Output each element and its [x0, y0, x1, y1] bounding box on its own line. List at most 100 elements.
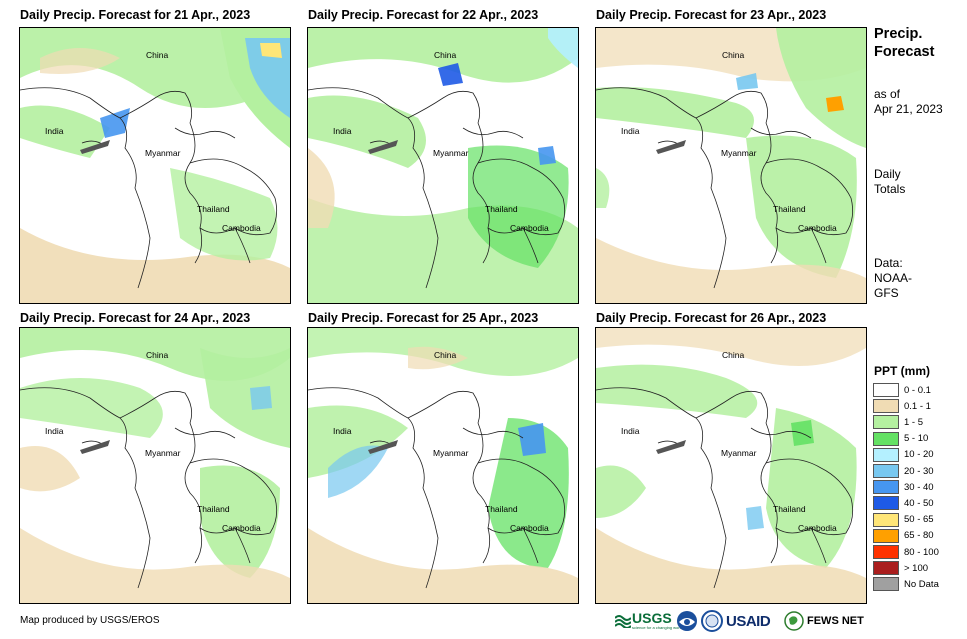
- panel-title: Daily Precip. Forecast for 21 Apr., 2023: [20, 8, 251, 22]
- precip-area: [791, 420, 814, 446]
- country-border: [750, 127, 812, 139]
- country-label-india: India: [333, 126, 352, 136]
- precip-area: [250, 386, 272, 410]
- legend-swatch: [873, 545, 899, 559]
- country-border: [407, 417, 439, 589]
- precip-area: [596, 168, 610, 208]
- country-border: [472, 122, 491, 264]
- country-label-thailand: Thailand: [197, 204, 230, 214]
- legend-item: 80 - 100: [873, 544, 939, 560]
- precip-area: [766, 408, 857, 568]
- country-label-myanmar: Myanmar: [721, 448, 757, 458]
- country-label-china: China: [434, 50, 457, 60]
- precip-area: [20, 446, 80, 492]
- country-border: [477, 458, 566, 536]
- country-label-india: India: [45, 126, 64, 136]
- country-border: [596, 87, 769, 124]
- country-label-india: India: [45, 426, 64, 436]
- country-label-india: India: [333, 426, 352, 436]
- precip-area: [596, 87, 754, 138]
- precip-map: [308, 28, 578, 303]
- legend-label: > 100: [904, 562, 929, 574]
- precip-area: [200, 348, 290, 448]
- legend-swatch: [873, 383, 899, 397]
- country-label-china: China: [722, 50, 745, 60]
- forecast-map-panel: China India Myanmar Thailand Cambodia: [595, 327, 867, 604]
- precip-area: [308, 28, 578, 83]
- precip-area: [596, 528, 866, 603]
- forecast-map-panel: China India Myanmar Thailand Cambodia: [307, 27, 579, 304]
- legend-item: 50 - 65: [873, 512, 934, 528]
- country-border: [462, 127, 524, 139]
- data-label: Data:: [874, 256, 903, 270]
- legend-swatch: [873, 447, 899, 462]
- country-label-cambodia: Cambodia: [222, 223, 261, 233]
- precip-area: [596, 364, 758, 418]
- country-label-cambodia: Cambodia: [510, 223, 549, 233]
- precip-area: [488, 418, 569, 568]
- legend-swatch: [873, 399, 899, 414]
- precip-area: [20, 105, 110, 158]
- precip-area: [260, 43, 282, 58]
- usgs-text: USGS: [632, 610, 672, 626]
- precip-area: [468, 145, 569, 268]
- data-noaa: NOAA-: [874, 271, 913, 285]
- country-label-cambodia: Cambodia: [798, 523, 837, 533]
- precip-area: [538, 146, 556, 165]
- precip-area: [736, 73, 758, 90]
- precip-area: [200, 465, 280, 578]
- country-border: [695, 417, 727, 589]
- country-label-thailand: Thailand: [773, 204, 806, 214]
- country-border: [462, 427, 524, 439]
- as-of-label: as of: [874, 87, 901, 101]
- legend-label: 40 - 50: [904, 497, 934, 509]
- country-border: [775, 527, 827, 564]
- legend-item: 0 - 0.1: [873, 382, 931, 398]
- precip-map: [596, 28, 866, 303]
- legend-swatch: [873, 496, 899, 511]
- panel-title: Daily Precip. Forecast for 24 Apr., 2023: [20, 311, 251, 325]
- coastline-delta: [368, 140, 398, 154]
- as-of-date: as of Apr 21, 2023: [874, 87, 943, 117]
- country-label-china: China: [722, 350, 745, 360]
- country-label-china: China: [146, 350, 169, 360]
- precip-area: [308, 95, 426, 168]
- precip-area: [308, 405, 408, 478]
- legend-swatch: [873, 480, 899, 495]
- country-border: [487, 527, 539, 564]
- forecast-map-panel: China India Myanmar Thailand Cambodia: [19, 327, 291, 604]
- country-border: [20, 87, 193, 124]
- fewsnet-logo: FEWS NET: [784, 610, 864, 632]
- precip-area: [20, 378, 163, 438]
- forecast-map-panel: China India Myanmar Thailand Cambodia: [307, 327, 579, 604]
- usaid-text: USAID: [726, 612, 771, 630]
- country-border: [189, 458, 278, 536]
- precip-area: [20, 28, 290, 108]
- legend-item: No Data: [873, 576, 939, 592]
- country-label-myanmar: Myanmar: [145, 148, 181, 158]
- legend-label: 0 - 0.1: [904, 384, 931, 396]
- panel-title: Daily Precip. Forecast for 25 Apr., 2023: [308, 311, 539, 325]
- coastline-delta: [656, 140, 686, 154]
- panel-title: Daily Precip. Forecast for 23 Apr., 2023: [596, 8, 827, 22]
- country-border: [760, 422, 779, 564]
- country-label-cambodia: Cambodia: [222, 523, 261, 533]
- country-border: [477, 158, 566, 236]
- precip-map: [20, 28, 290, 303]
- country-border: [184, 422, 203, 564]
- panel-title: Daily Precip. Forecast for 22 Apr., 2023: [308, 8, 539, 22]
- country-label-myanmar: Myanmar: [433, 148, 469, 158]
- legend-label: 80 - 100: [904, 546, 939, 558]
- precip-area: [408, 346, 468, 370]
- coastline-delta: [656, 440, 686, 454]
- legend-swatch: [873, 431, 899, 446]
- country-border: [174, 127, 236, 139]
- map-credit: Map produced by USGS/EROS: [20, 615, 160, 626]
- usaid-logo: USAID: [726, 610, 771, 632]
- precip-area: [746, 135, 857, 278]
- country-label-india: India: [621, 426, 640, 436]
- legend-item: 40 - 50: [873, 495, 934, 511]
- legend-swatch: [873, 528, 899, 543]
- usgs-wave-icon: [615, 615, 631, 628]
- country-label-myanmar: Myanmar: [433, 448, 469, 458]
